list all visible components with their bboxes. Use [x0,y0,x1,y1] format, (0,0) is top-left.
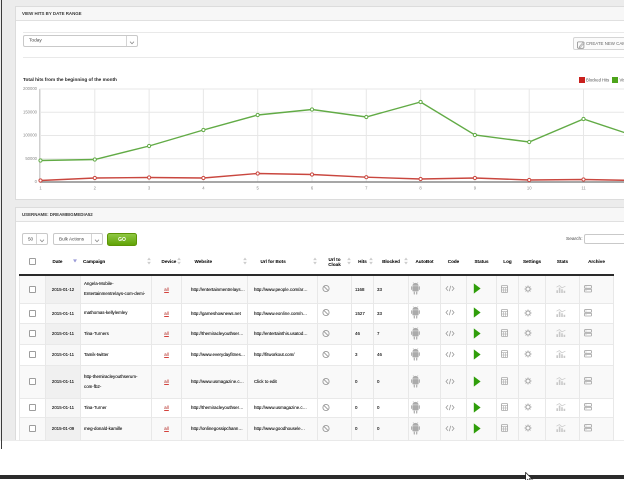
svg-text:2: 2 [94,186,97,191]
svg-text:10: 10 [527,186,532,191]
svg-text:5: 5 [257,186,260,191]
svg-text:200000: 200000 [23,86,38,91]
svg-text:0: 0 [35,179,38,184]
svg-text:150000: 150000 [23,109,38,114]
svg-text:8: 8 [419,186,422,191]
svg-text:4: 4 [202,186,205,191]
svg-text:11: 11 [581,186,586,191]
svg-text:100000: 100000 [23,133,38,138]
svg-text:1: 1 [39,186,42,191]
svg-text:6: 6 [311,186,314,191]
svg-text:3: 3 [148,186,151,191]
svg-text:9: 9 [474,186,477,191]
svg-text:50000: 50000 [25,156,37,161]
svg-text:7: 7 [365,186,368,191]
